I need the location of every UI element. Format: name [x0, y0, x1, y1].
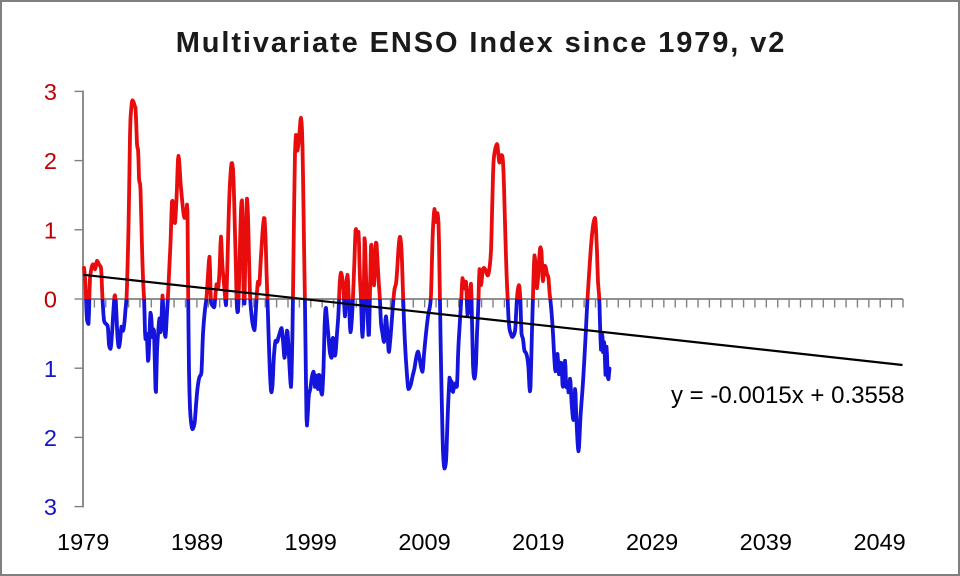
svg-text:2049: 2049	[853, 529, 905, 555]
svg-text:1: 1	[44, 217, 57, 243]
svg-text:2029: 2029	[626, 529, 678, 555]
svg-text:Multivariate ENSO Index since: Multivariate ENSO Index since 1979, v2	[176, 27, 787, 59]
svg-text:y = -0.0015x + 0.3558: y = -0.0015x + 0.3558	[671, 382, 905, 409]
svg-text:1979: 1979	[57, 529, 109, 555]
svg-text:2: 2	[44, 148, 57, 174]
svg-text:0: 0	[44, 287, 57, 313]
svg-text:1: 1	[44, 356, 57, 382]
svg-text:2039: 2039	[740, 529, 792, 555]
svg-text:2009: 2009	[398, 529, 450, 555]
svg-text:1999: 1999	[285, 529, 337, 555]
svg-text:2: 2	[44, 425, 57, 451]
svg-text:2019: 2019	[512, 529, 564, 555]
svg-text:3: 3	[44, 494, 57, 520]
svg-text:1989: 1989	[171, 529, 223, 555]
svg-text:3: 3	[44, 79, 57, 105]
